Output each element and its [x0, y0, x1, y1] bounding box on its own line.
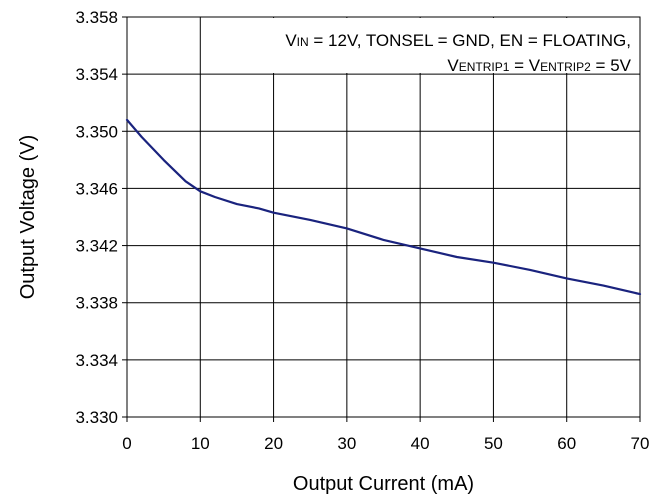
- x-tick-label: 10: [191, 434, 210, 453]
- plot-area-frame: [126, 16, 641, 418]
- y-tick-label: 3.358: [75, 8, 118, 27]
- y-axis-title: Output Voltage (V): [17, 135, 39, 300]
- x-axis-title: Output Current (mA): [293, 473, 474, 495]
- x-tick-label: 40: [411, 434, 430, 453]
- y-tick-label: 3.330: [75, 408, 118, 427]
- annotation-line-2-mid: =: [509, 56, 528, 75]
- x-tick-label: 20: [264, 434, 283, 453]
- x-tick-label: 0: [122, 434, 131, 453]
- y-tick-label: 3.350: [75, 122, 118, 141]
- x-tick-label: 70: [631, 434, 650, 453]
- x-tick-label: 60: [557, 434, 576, 453]
- conditions-annotation: VIN = 12V, TONSEL = GND, EN = FLOATING, …: [213, 18, 639, 75]
- series-group: [125, 118, 642, 296]
- x-tick-label: 50: [484, 434, 503, 453]
- annotation-vin-subscript: IN: [297, 35, 309, 49]
- annotation-line-2: VENTRIP1 = VENTRIP2 = 5V: [447, 56, 631, 75]
- series-line: [125, 118, 642, 296]
- annotation-ventrip2-v: V: [529, 56, 541, 75]
- annotation-line-1: VIN = 12V, TONSEL = GND, EN = FLOATING,: [285, 31, 631, 50]
- gridlines: [127, 17, 640, 417]
- annotation-line-1-rest: = 12V, TONSEL = GND, EN = FLOATING,: [309, 31, 631, 50]
- x-axis-ticks: 0 10 20 30 40 50 60 70: [122, 417, 649, 453]
- y-tick-label: 3.342: [75, 237, 118, 256]
- y-tick-label: 3.334: [75, 351, 118, 370]
- annotation-ventrip2-subscript: ENTRIP2: [540, 60, 591, 74]
- annotation-vin-v: V: [285, 31, 297, 50]
- annotation-ventrip1-v: V: [447, 56, 459, 75]
- y-tick-label: 3.338: [75, 294, 118, 313]
- x-tick-label: 30: [337, 434, 356, 453]
- annotation-line-2-rest: = 5V: [591, 56, 632, 75]
- y-tick-label: 3.354: [75, 65, 118, 84]
- y-axis-ticks: 3.330 3.334 3.338 3.342 3.346 3.350 3.354 3.358: [75, 8, 127, 427]
- annotation-background: [213, 18, 639, 73]
- annotation-ventrip1-subscript: ENTRIP1: [459, 60, 510, 74]
- y-tick-label: 3.346: [75, 179, 118, 198]
